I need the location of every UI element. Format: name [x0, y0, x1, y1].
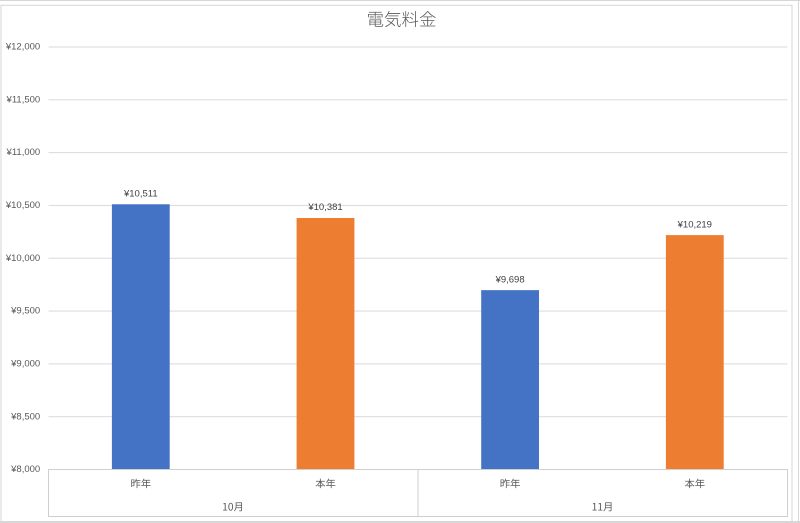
svg-text:¥11,000: ¥11,000: [6, 147, 41, 158]
svg-text:¥10,000: ¥10,000: [5, 253, 40, 264]
svg-text:¥9,500: ¥9,500: [10, 306, 40, 317]
svg-text:¥10,381: ¥10,381: [307, 202, 342, 213]
svg-text:¥10,219: ¥10,219: [677, 219, 712, 230]
svg-text:¥11,500: ¥11,500: [6, 94, 41, 105]
svg-text:¥10,500: ¥10,500: [5, 200, 40, 211]
svg-text:¥9,000: ¥9,000: [10, 358, 40, 369]
svg-text:¥8,500: ¥8,500: [10, 411, 40, 422]
svg-text:¥10,511: ¥10,511: [123, 188, 158, 199]
svg-text:¥8,000: ¥8,000: [10, 464, 40, 475]
svg-text:¥12,000: ¥12,000: [5, 42, 40, 53]
svg-text:¥9,698: ¥9,698: [495, 274, 525, 285]
